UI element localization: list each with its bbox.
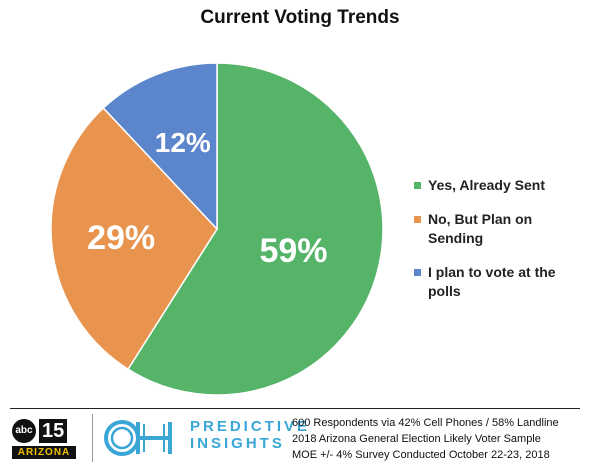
legend-label: Yes, Already Sent [428, 177, 545, 193]
sample-info-line1: 600 Respondents via 42% Cell Phones / 58… [292, 417, 559, 429]
abc15-logo: abc 15 ARIZONA [12, 418, 78, 460]
legend-swatch-blue [414, 269, 421, 276]
pie-slice-0 [127, 62, 384, 396]
sample-info-line2: 2018 Arizona General Election Likely Vot… [292, 433, 541, 445]
abc-network-mark: abc [12, 419, 36, 443]
pie-slice-1 [50, 106, 218, 371]
pie-slice-2 [102, 62, 218, 231]
pie-data-label-2: 12% [155, 127, 211, 158]
chart-title: Current Voting Trends [200, 7, 400, 28]
legend: Yes, Already Sent No, But Plan on Sendin… [414, 176, 594, 316]
sample-info: 600 Respondents via 42% Cell Phones / 58… [292, 415, 592, 463]
wordmark-line2: INSIGHTS [190, 435, 285, 452]
legend-label-cont: polls [428, 283, 461, 299]
wordmark-line1: PREDICTIVE [190, 418, 311, 435]
predictive-insights-wordmark: PREDICTIVE INSIGHTS [190, 418, 310, 452]
legend-item-no-plan-sending: No, But Plan on Sending [414, 210, 594, 248]
legend-item-vote-at-polls: I plan to vote at the polls [414, 263, 594, 301]
pie-data-label-1: 29% [87, 219, 155, 257]
oh-predictive-logo-mark [104, 420, 172, 456]
legend-swatch-green [414, 182, 421, 189]
abc-state-label: ARIZONA [12, 446, 76, 459]
legend-swatch-orange [414, 216, 421, 223]
sample-info-line3: MOE +/- 4% Survey Conducted October 22-2… [292, 449, 550, 461]
legend-label-cont: Sending [428, 230, 484, 246]
footer-divider [10, 408, 580, 409]
legend-label: I plan to vote at the [428, 264, 556, 280]
legend-label: No, But Plan on [428, 211, 533, 227]
logo-divider [92, 414, 93, 462]
abc-channel-number: 15 [39, 419, 68, 443]
legend-item-yes-already-sent: Yes, Already Sent [414, 176, 594, 195]
pie-data-label-0: 59% [259, 232, 327, 270]
